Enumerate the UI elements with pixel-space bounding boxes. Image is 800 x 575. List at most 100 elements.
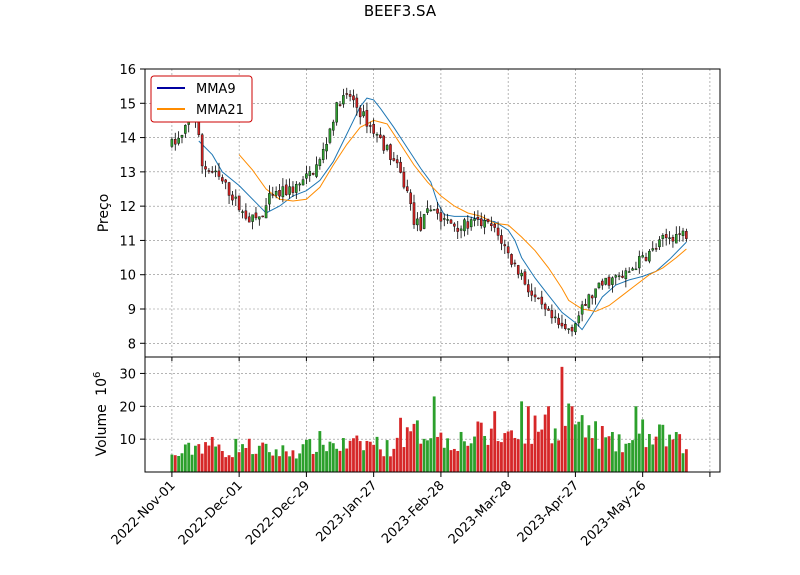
volume-bar: [617, 434, 621, 472]
volume-bar: [463, 441, 466, 472]
volume-bar: [274, 449, 278, 472]
candle-down: [409, 192, 412, 205]
volume-bar: [382, 456, 386, 472]
volume-bar: [594, 421, 597, 472]
volume-bar: [422, 438, 426, 472]
volume-bar: [200, 453, 204, 472]
volume-bar: [294, 458, 298, 472]
legend: MMA9 MMA21: [150, 75, 253, 123]
volume-bar: [557, 440, 561, 472]
volume-bar: [284, 451, 288, 472]
price-y-ticks: 8 9 10 11 12 13 14 15 16: [119, 63, 145, 352]
x-tick-label: 2023-May-26: [578, 478, 649, 549]
candle-down: [365, 110, 369, 127]
volume-bar: [409, 431, 413, 472]
candle-down: [493, 224, 496, 228]
candle-up: [577, 315, 581, 324]
candle-up: [473, 218, 476, 221]
legend-label-mma21: MMA21: [196, 103, 244, 118]
candle-up: [611, 277, 614, 285]
volume-bar: [641, 419, 645, 472]
volume-bar: [587, 425, 591, 472]
volume-bar: [392, 448, 396, 472]
candle-up: [661, 234, 665, 239]
volume-bar: [214, 446, 218, 472]
volume-y-tick-label: 10: [119, 433, 136, 448]
candle-down: [412, 202, 416, 225]
candle-down: [685, 231, 688, 239]
volume-bar: [341, 438, 345, 472]
volume-bar: [251, 454, 255, 472]
candle-up: [241, 211, 244, 213]
volume-bar: [442, 447, 446, 472]
x-tick-label: 2023-Mar-28: [446, 478, 515, 547]
candle-up: [668, 237, 671, 239]
volume-bar: [456, 450, 460, 472]
candle-down: [221, 177, 224, 182]
candle-up: [463, 219, 466, 232]
volume-bar: [389, 456, 392, 472]
x-tick-label: 2023-Feb-28: [379, 478, 448, 547]
candle-down: [486, 218, 490, 222]
candle-up: [594, 288, 597, 298]
candle-down: [550, 310, 554, 319]
volume-bar: [610, 431, 614, 472]
volume-bar: [644, 447, 648, 472]
candle-up: [234, 196, 238, 199]
candle-down: [372, 123, 375, 134]
volume-bar: [257, 445, 261, 472]
candle-up: [308, 171, 312, 176]
candle-down: [399, 161, 402, 173]
candle-up: [274, 191, 278, 196]
volume-bar: [449, 450, 453, 472]
candle-up: [180, 134, 184, 138]
volume-bar: [412, 423, 416, 472]
candle-up: [483, 220, 486, 228]
candle-down: [513, 262, 517, 265]
volume-bar: [278, 456, 281, 472]
candle-up: [553, 316, 557, 319]
candle-down: [338, 104, 342, 106]
candle-down: [406, 186, 409, 192]
volume-bar: [627, 442, 631, 472]
candle-down: [402, 171, 406, 188]
candle-up: [442, 218, 446, 220]
volume-bar: [358, 441, 362, 472]
candle-down: [204, 166, 207, 170]
volume-bar: [375, 436, 379, 472]
volume-bar: [352, 438, 355, 472]
volume-bar: [231, 457, 234, 472]
volume-bar: [224, 457, 228, 472]
volume-bar: [365, 440, 369, 472]
candle-down: [439, 212, 443, 222]
candle-down: [533, 294, 537, 298]
volume-bar: [227, 455, 231, 472]
candle-down: [557, 317, 560, 325]
volume-bar: [247, 438, 251, 472]
volume-bar: [415, 420, 419, 472]
candle-up: [321, 149, 325, 160]
candle-down: [523, 271, 527, 285]
candle-up: [426, 208, 429, 213]
volume-bar: [624, 443, 628, 472]
candle-down: [247, 216, 251, 223]
candle-down: [590, 295, 594, 299]
volume-bar: [658, 424, 661, 472]
price-y-tick-label: 8: [128, 337, 136, 352]
candle-up: [281, 186, 285, 198]
volume-bar: [604, 437, 608, 472]
candle-down: [506, 246, 510, 254]
volume-bar: [567, 403, 571, 472]
volume-bar: [584, 437, 587, 472]
volume-bar: [634, 406, 638, 472]
volume-bar: [479, 422, 483, 472]
volume-bar: [308, 439, 312, 472]
volume-grid: [145, 357, 720, 472]
candle-up: [624, 270, 628, 280]
candle-up: [627, 271, 631, 273]
volume-bar: [281, 445, 285, 472]
volume-bar: [436, 436, 439, 472]
candle-up: [648, 250, 651, 262]
line-mma21: [238, 119, 687, 312]
volume-bar: [301, 444, 305, 472]
